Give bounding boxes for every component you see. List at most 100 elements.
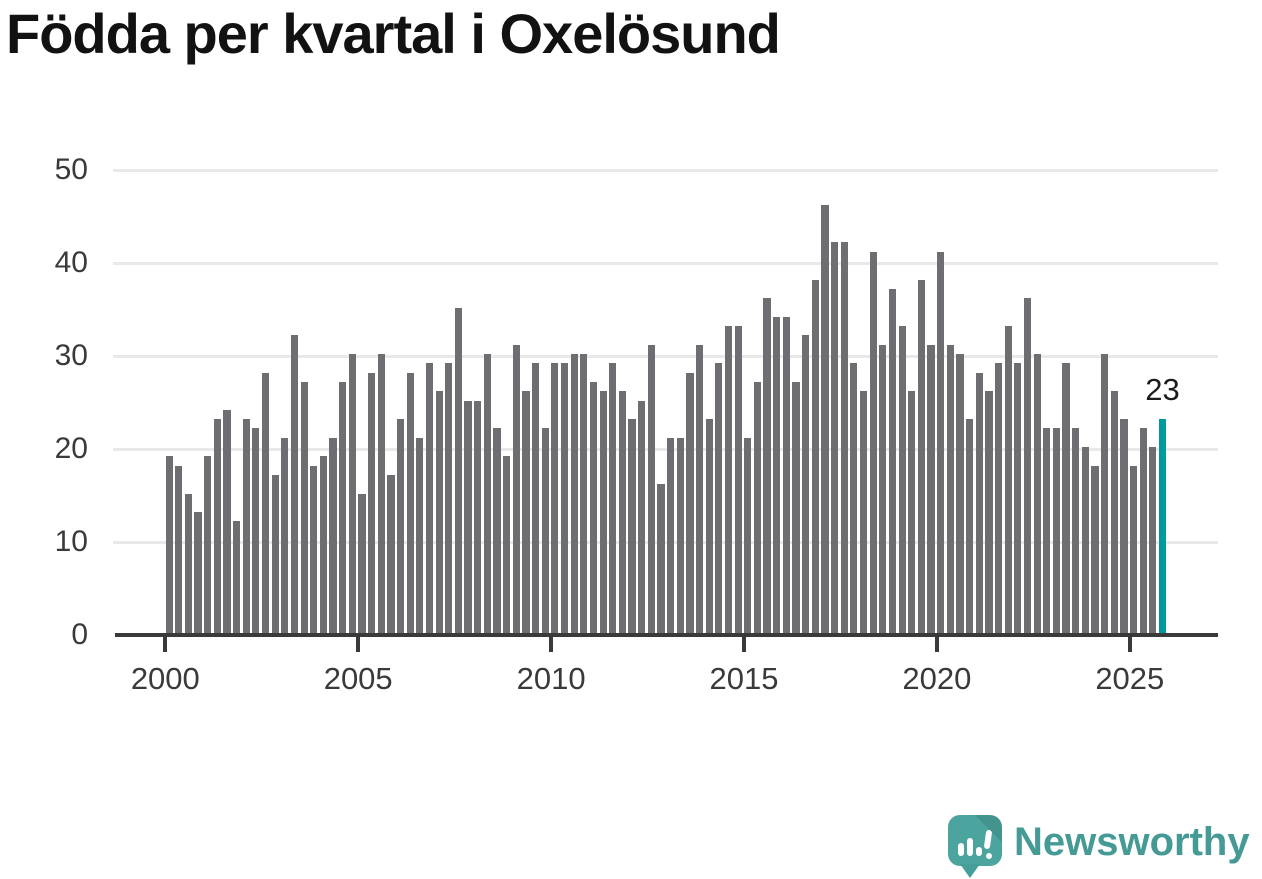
logo-exclamation-dot [986, 853, 992, 859]
bar [242, 419, 250, 633]
bar [194, 512, 202, 633]
bar [966, 419, 974, 633]
x-axis-tick [163, 637, 168, 652]
bar [802, 335, 810, 633]
y-axis-tick-label: 0 [71, 618, 88, 651]
bar [1004, 326, 1012, 633]
bar [184, 493, 192, 633]
bar [474, 400, 482, 633]
bar [850, 363, 858, 633]
bar [618, 391, 626, 633]
bar [1120, 419, 1128, 633]
bar [946, 344, 954, 633]
newsworthy-logo: Newsworthy [948, 813, 1262, 879]
bar [329, 437, 337, 633]
bar [570, 354, 578, 633]
x-axis-tick-label: 2015 [709, 661, 779, 696]
bar [310, 465, 318, 633]
bar [888, 288, 897, 633]
bar [773, 316, 781, 633]
bar [1091, 465, 1099, 633]
bar [1110, 391, 1118, 633]
bar [1101, 354, 1109, 633]
bar [319, 456, 327, 633]
y-axis-tick-label: 30 [54, 339, 88, 372]
bar [252, 428, 260, 633]
bar [667, 437, 675, 633]
bar [821, 205, 829, 633]
gridline [113, 540, 1218, 544]
bar [445, 363, 453, 633]
bar [975, 372, 983, 633]
bar-chart: 0 10 20 30 40 50 2000 2005 2010 2015 2020 2025 [54, 153, 1218, 696]
bar [994, 363, 1003, 633]
x-axis-tick-label: 2020 [902, 661, 972, 696]
bar [744, 437, 752, 633]
bar [956, 354, 964, 633]
bar [560, 363, 569, 633]
x-axis-tick-label: 2025 [1095, 661, 1165, 696]
bar [503, 456, 511, 633]
bar [908, 391, 916, 633]
highlighted-bar-value-label: 23 [1145, 372, 1180, 408]
bar [454, 307, 463, 633]
bar [859, 391, 868, 633]
bar [840, 242, 848, 633]
bar [715, 363, 723, 633]
gridline [113, 354, 1218, 358]
bar [281, 437, 289, 633]
bar [609, 363, 617, 633]
x-axis-line [115, 633, 1218, 637]
bar [937, 251, 945, 633]
x-axis-tick [742, 637, 746, 652]
bar [522, 391, 530, 633]
bar [435, 391, 443, 633]
bar [782, 316, 790, 633]
bar [676, 437, 684, 633]
x-axis-tick [549, 637, 554, 652]
bar [811, 279, 819, 633]
bar [1043, 428, 1051, 633]
bar [589, 381, 598, 633]
bar [416, 437, 424, 633]
bar [377, 354, 385, 633]
bar [724, 326, 733, 633]
logo-speech-tail [960, 864, 980, 878]
bar [628, 419, 636, 633]
bar [1062, 363, 1070, 633]
y-axis-tick-label: 20 [54, 432, 88, 465]
x-axis-tick-label: 2005 [323, 661, 393, 696]
bar [300, 381, 308, 633]
bar [348, 354, 356, 633]
bar [599, 391, 607, 633]
x-axis-tick [356, 637, 361, 652]
bar [1081, 447, 1089, 633]
bar [657, 484, 665, 633]
x-axis-tick [1127, 637, 1132, 652]
logo-chart-bar [967, 838, 973, 856]
y-axis-tick-label: 10 [54, 525, 88, 558]
bar [387, 474, 395, 633]
bar [1130, 465, 1138, 633]
bar [917, 279, 925, 633]
bar [396, 419, 405, 633]
bar [233, 521, 241, 633]
bar [464, 400, 472, 633]
gridline [113, 447, 1218, 451]
bar [1139, 428, 1147, 633]
bar [580, 354, 588, 633]
bar [271, 474, 279, 633]
x-axis-tick-label: 2010 [516, 661, 586, 696]
bar [647, 344, 655, 633]
bar [175, 465, 183, 633]
bar [1072, 428, 1080, 633]
bar [358, 493, 366, 633]
bar [734, 326, 742, 633]
y-axis-tick-label: 50 [54, 153, 88, 186]
bar [753, 381, 762, 633]
bar [483, 354, 491, 633]
bar [165, 456, 173, 633]
bar [339, 381, 347, 633]
bar [493, 428, 501, 633]
bar [1052, 428, 1061, 633]
